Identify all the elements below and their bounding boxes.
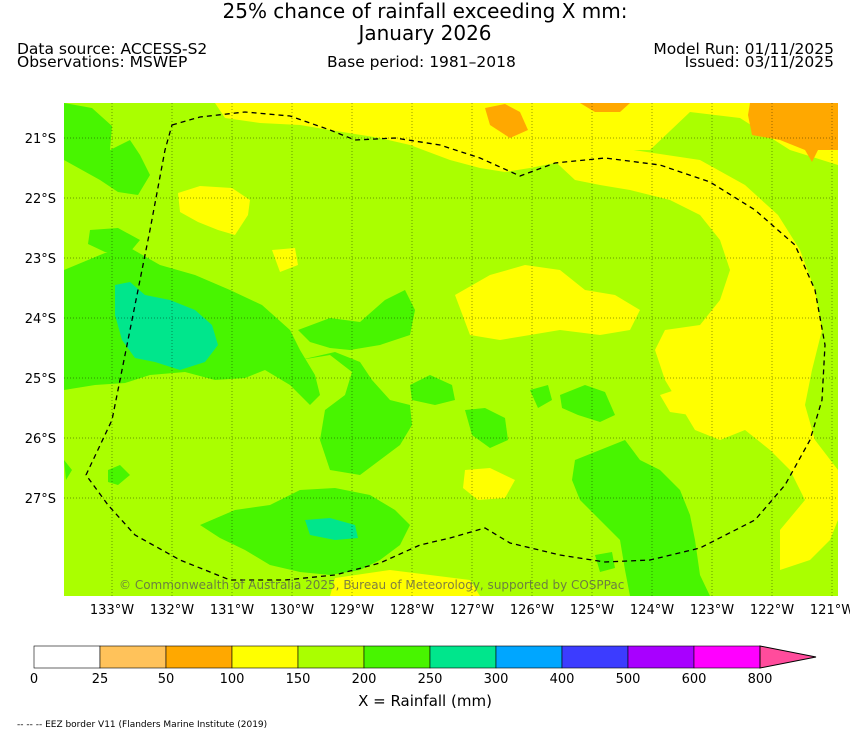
rain-region-200-250: [410, 375, 455, 405]
colorbar-tick-label: 800: [748, 672, 773, 687]
colorbar-segment: [627, 645, 695, 669]
lon-label: 131°W: [210, 603, 254, 618]
rain-region-100-150: [545, 148, 838, 570]
eez-border: [85, 111, 826, 581]
rain-region-250-300: [305, 518, 358, 540]
issued-label: Issued: 03/11/2025: [684, 53, 834, 71]
lon-label: 121°W: [810, 603, 850, 618]
model-run-label: Model Run: 01/11/2025: [653, 40, 834, 58]
lon-label: 129°W: [330, 603, 374, 618]
rain-region-200-250: [465, 408, 508, 448]
lat-label: 22°S: [25, 192, 56, 207]
rain-region-50-100: [748, 103, 838, 162]
rain-region-100-150: [455, 265, 640, 340]
lon-label: 127°W: [450, 603, 494, 618]
lon-label: 124°W: [630, 603, 674, 618]
rain-region-200-250: [200, 488, 410, 575]
colorbar-tick-label: 500: [616, 672, 641, 687]
colorbar-tick-label: 400: [550, 672, 575, 687]
colorbar-tick-label: 100: [220, 672, 245, 687]
map-title-line2: January 2026: [358, 21, 492, 45]
graticule: [64, 103, 838, 596]
colorbar-tick-label: 150: [286, 672, 311, 687]
lon-label: 128°W: [390, 603, 434, 618]
rain-region-200-250: [108, 465, 130, 485]
lat-label: 21°S: [25, 132, 56, 147]
colorbar: [33, 645, 761, 669]
colorbar-segment: [495, 645, 563, 669]
rain-region-50-100: [580, 103, 630, 112]
rain-region-250-300: [115, 282, 218, 370]
colorbar-segment: [297, 645, 365, 669]
base-period-label: Base period: 1981–2018: [327, 53, 516, 71]
lon-label: 130°W: [270, 603, 314, 618]
rain-region-200-250: [88, 228, 140, 252]
eez-border-footnote: -- -- -- EEZ border V11 (Flanders Marine…: [17, 720, 268, 730]
observations-label: Observations: MSWEP: [17, 53, 188, 71]
colorbar-segment: [231, 645, 299, 669]
copyright-text: © Commonwealth of Australia 2025, Bureau…: [119, 578, 624, 592]
rain-region-100-150: [215, 103, 838, 172]
lon-label: 123°W: [690, 603, 734, 618]
map-title-line1: 25% chance of rainfall exceeding X mm:: [222, 0, 628, 23]
colorbar-tick-label: 300: [484, 672, 509, 687]
rain-region-50-100: [485, 104, 528, 138]
lat-label: 25°S: [25, 372, 56, 387]
colorbar-segment: [561, 645, 629, 669]
rain-region-100-150: [463, 468, 515, 500]
rain-region-200-250: [298, 290, 415, 350]
colorbar-tick-label: 25: [92, 672, 109, 687]
colorbar-tick-label: 50: [158, 672, 175, 687]
lon-label: 133°W: [90, 603, 134, 618]
lon-label: 126°W: [510, 603, 554, 618]
lon-label: 125°W: [570, 603, 614, 618]
lon-label: 132°W: [150, 603, 194, 618]
colorbar-tick-label: 0: [30, 672, 38, 687]
rain-region-100-150: [660, 385, 712, 415]
colorbar-extend-arrow: [759, 645, 817, 669]
lat-label: 24°S: [25, 312, 56, 327]
rain-region-100-150: [272, 248, 298, 272]
rain-region-200-250: [64, 460, 72, 480]
colorbar-tick-label: 200: [352, 672, 377, 687]
rainfall-map: [64, 103, 838, 596]
colorbar-segment: [99, 645, 167, 669]
colorbar-tick-label: 250: [418, 672, 443, 687]
rain-region-100-150: [330, 570, 480, 596]
colorbar-segment: [429, 645, 497, 669]
rain-region-200-250: [64, 103, 150, 195]
colorbar-segment: [693, 645, 761, 669]
lat-label: 27°S: [25, 492, 56, 507]
colorbar-segment: [33, 645, 101, 669]
rain-region-200-250: [530, 385, 552, 408]
rain-region-200-250: [560, 385, 615, 422]
lon-label: 122°W: [750, 603, 794, 618]
colorbar-axis-label: X = Rainfall (mm): [358, 692, 492, 710]
colorbar-tick-label: 600: [682, 672, 707, 687]
rain-region-200-250: [572, 440, 710, 596]
rain-region-200-250: [300, 352, 412, 475]
lat-label: 26°S: [25, 432, 56, 447]
lat-label: 23°S: [25, 252, 56, 267]
data-source-label: Data source: ACCESS-S2: [17, 40, 208, 58]
colorbar-segment: [165, 645, 233, 669]
colorbar-segment: [363, 645, 431, 669]
